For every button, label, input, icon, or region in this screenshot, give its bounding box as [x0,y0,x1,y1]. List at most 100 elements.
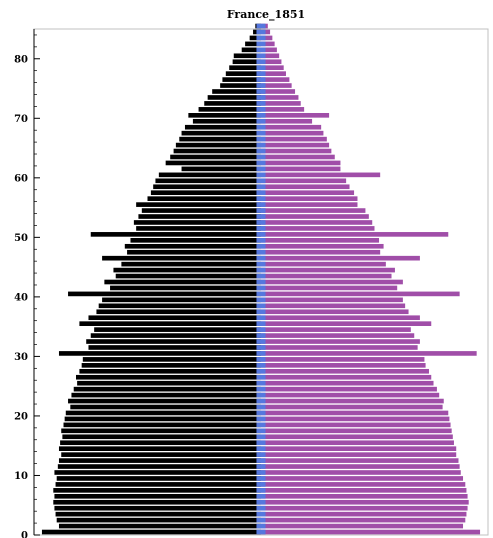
right-bar-age-27 [261,368,429,374]
right-bar-age-8 [261,482,466,487]
left-bar-age-28 [81,363,261,368]
right-bar-age-9 [261,476,464,481]
right-bar-age-18 [261,422,451,428]
left-bar-age-38 [98,303,261,309]
right-bar-age-42 [261,279,403,285]
left-bar-age-15 [60,440,261,446]
right-bar-age-48 [261,243,384,249]
left-bar-age-16 [62,434,262,440]
center-bar-age-84 [256,29,266,35]
center-bar-age-12 [256,458,266,463]
left-bar-age-41 [110,285,261,291]
right-bar-age-24 [261,386,437,392]
left-bar-age-36 [88,315,261,321]
y-tick-label: 40 [14,292,28,303]
left-bar-age-60 [158,172,261,178]
left-bar-age-20 [65,410,261,416]
center-bar-age-31 [256,345,266,350]
left-bar-age-27 [79,368,262,374]
center-bar-age-67 [256,130,266,136]
right-bar-age-50 [261,232,449,237]
center-bar-age-35 [256,321,266,326]
left-bar-age-5 [53,499,261,505]
center-bar-age-56 [256,196,266,201]
center-bar-age-46 [256,255,266,261]
center-bar-age-63 [256,154,266,160]
right-bar-age-55 [261,202,358,207]
right-bar-age-52 [261,220,373,225]
right-bar-age-74 [261,89,296,94]
right-bar-age-29 [261,357,425,362]
right-bar-age-40 [261,291,460,297]
left-bar-age-34 [94,327,261,332]
left-bar-age-11 [57,464,262,469]
center-bar-age-47 [256,249,266,255]
center-bar-age-80 [256,53,266,59]
right-bar-age-68 [261,124,322,130]
center-bar-age-20 [256,410,266,416]
right-bar-age-51 [261,226,375,231]
left-bar-age-25 [77,380,261,386]
center-bar-age-75 [256,83,266,88]
right-bar-age-53 [261,214,369,219]
right-bar-age-45 [261,261,386,267]
center-bar-age-55 [256,202,266,207]
right-bar-age-22 [261,398,444,404]
right-bar-age-13 [261,452,457,457]
center-bar-age-15 [256,440,266,446]
right-bar-age-46 [261,255,420,261]
center-bar-age-82 [256,41,266,47]
center-bar-age-8 [256,482,266,487]
right-bar-age-54 [261,208,366,213]
left-bar-age-83 [249,35,261,41]
right-bar-age-11 [261,464,460,469]
center-bar-age-14 [256,446,266,451]
left-bar-age-81 [241,47,261,53]
left-bar-age-53 [138,214,261,219]
female-bars [261,23,481,535]
center-bar-age-65 [256,142,266,148]
right-bar-age-56 [261,196,358,201]
left-bar-age-47 [127,249,261,255]
male-bars [41,23,262,535]
center-bar-age-11 [256,464,266,469]
right-bar-age-15 [261,440,454,446]
center-bar-age-1 [256,523,266,529]
right-bar-age-47 [261,249,381,255]
right-bar-age-2 [261,517,466,523]
center-bar-age-23 [256,392,266,398]
right-bar-age-60 [261,172,381,178]
center-bar-age-48 [256,243,266,249]
right-bar-age-28 [261,363,426,368]
center-bar-age-61 [256,166,266,172]
left-bar-age-72 [204,101,261,106]
left-bar-age-71 [198,107,261,112]
center-bar-age-18 [256,422,266,428]
left-bar-age-26 [76,374,261,380]
left-bar-age-56 [147,196,261,201]
left-bar-age-64 [173,148,261,154]
center-bar-age-44 [256,267,266,273]
right-bar-age-83 [261,35,273,41]
left-bar-age-18 [63,422,262,428]
left-bar-age-10 [54,470,262,475]
left-bar-age-58 [153,184,261,190]
right-bar-age-10 [261,470,461,475]
right-bar-age-3 [261,511,467,517]
center-bar-age-66 [256,136,266,142]
left-bar-age-55 [136,202,261,207]
center-bar-age-21 [256,404,266,410]
right-bar-age-0 [261,529,481,535]
center-bar-age-24 [256,386,266,392]
y-tick-label: 30 [14,352,28,363]
left-bar-age-67 [181,130,261,136]
center-bar-age-37 [256,309,266,315]
center-bar-age-34 [256,327,266,332]
left-bar-age-54 [141,208,261,213]
right-bar-age-61 [261,166,341,172]
chart-title: France_1851 [227,8,305,22]
left-bar-age-66 [179,136,261,142]
left-bar-age-59 [155,178,261,184]
center-bar-age-22 [256,398,266,404]
left-bar-age-29 [82,357,261,362]
